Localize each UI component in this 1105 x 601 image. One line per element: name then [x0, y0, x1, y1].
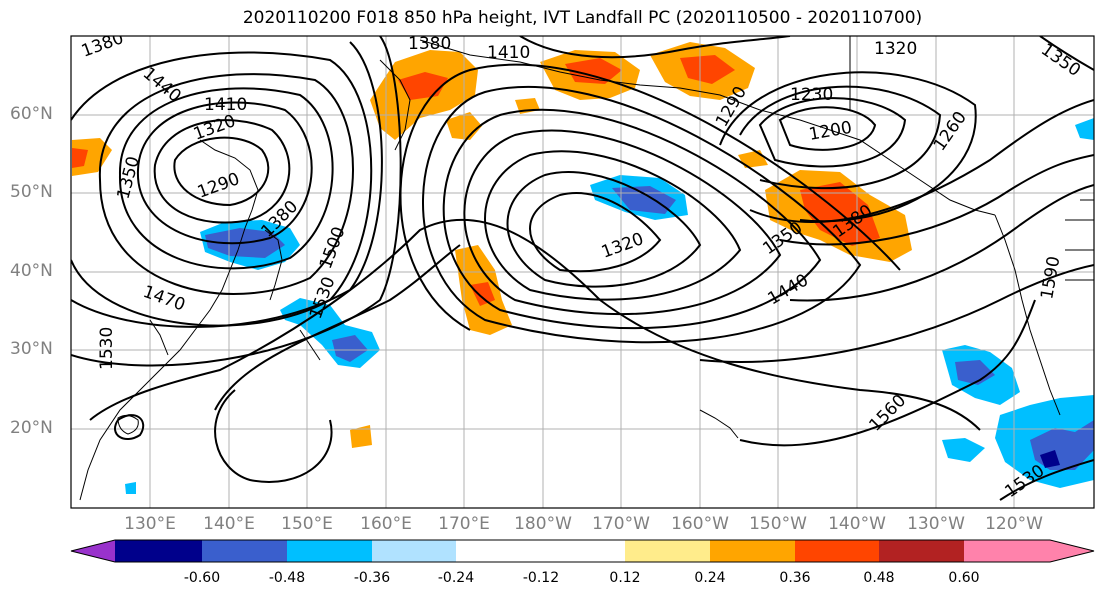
lon-label: 170°E [438, 514, 490, 534]
lat-label: 20°N [10, 418, 53, 438]
contour-label: 1320 [874, 39, 917, 59]
contour-label: 1380 [408, 34, 451, 54]
colorbar-tick-label: 0.48 [863, 570, 895, 586]
colorbar-segment [541, 540, 625, 562]
colorbar-tick-label: 0.12 [609, 570, 641, 586]
colorbar-segment [795, 540, 879, 562]
contour-label: 1230 [790, 85, 833, 105]
map-title: 2020110200 F018 850 hPa height, IVT Land… [242, 8, 923, 28]
colorbar-segment [625, 540, 710, 562]
lat-label: 40°N [10, 261, 53, 281]
lon-label: 170°W [592, 514, 650, 534]
lon-label: 140°E [203, 514, 255, 534]
colorbar-segment [202, 540, 287, 562]
colorbar-tick-label: -0.24 [437, 570, 475, 586]
colorbar-segment [372, 540, 456, 562]
lon-label: 160°W [671, 514, 729, 534]
colorbar-tick-label: 0.24 [694, 570, 726, 586]
negative-ivt-shading [125, 118, 1094, 494]
lat-label: 50°N [10, 182, 53, 202]
colorbar-high-extension [964, 540, 1094, 562]
height-contours [71, 36, 1094, 501]
colorbar-tick-label: -0.36 [353, 570, 391, 586]
contour-label: 1530 [97, 327, 117, 370]
colorbar-low-extension [71, 540, 115, 562]
colorbar [70, 539, 1095, 563]
contour-label: 1410 [204, 95, 247, 115]
lat-label: 60°N [10, 104, 53, 124]
colorbar-tick-label: -0.12 [522, 570, 560, 586]
lon-label: 180°W [514, 514, 572, 534]
colorbar-segment [115, 540, 202, 562]
colorbar-segment [287, 540, 372, 562]
colorbar-tick-label: -0.48 [268, 570, 306, 586]
lon-label: 160°E [360, 514, 412, 534]
colorbar-segment [456, 540, 541, 562]
lon-label: 130°W [907, 514, 965, 534]
colorbar-segment [710, 540, 795, 562]
contour-label: 1410 [487, 43, 530, 63]
lon-label: 130°E [124, 514, 176, 534]
lon-label: 150°W [749, 514, 807, 534]
colorbar-tick-label: -0.60 [183, 570, 221, 586]
colorbar-tick-label: 0.60 [948, 570, 980, 586]
colorbar-segment [879, 540, 964, 562]
lon-label: 120°W [985, 514, 1043, 534]
map-frame [70, 35, 1095, 509]
lon-label: 140°W [828, 514, 886, 534]
colorbar-tick-label: 0.36 [779, 570, 811, 586]
lat-label: 30°N [10, 339, 53, 359]
lon-label: 150°E [281, 514, 333, 534]
